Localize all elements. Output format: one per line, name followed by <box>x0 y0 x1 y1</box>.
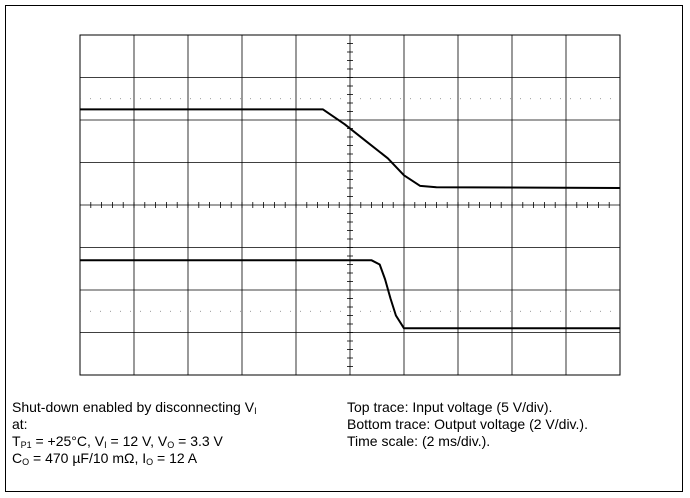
caption-time-scale: Time scale: (2 ms/div.). <box>347 433 491 449</box>
caption-conditions: Shut-down enabled by disconnecting VI at… <box>12 399 257 467</box>
caption-top-trace: Top trace: Input voltage (5 V/div). <box>347 399 553 415</box>
caption-line-1: Shut-down enabled by disconnecting VI <box>12 399 257 416</box>
oscilloscope-traces <box>80 108 621 330</box>
oscilloscope-grid <box>79 34 621 376</box>
figure-frame <box>5 5 683 492</box>
caption-bottom-trace: Bottom trace: Output voltage (2 V/div.). <box>347 416 588 432</box>
trace-input-voltage <box>80 108 621 189</box>
caption-line-4: CO = 470 µF/10 mΩ, IO = 12 A <box>12 450 198 467</box>
caption-line-2: at: <box>12 416 28 432</box>
caption-line-3: TP1 = +25°C, VI = 12 V, VO = 3.3 V <box>12 433 223 450</box>
trace-output-voltage <box>80 259 620 330</box>
caption-scales: Top trace: Input voltage (5 V/div). Bott… <box>347 399 588 450</box>
